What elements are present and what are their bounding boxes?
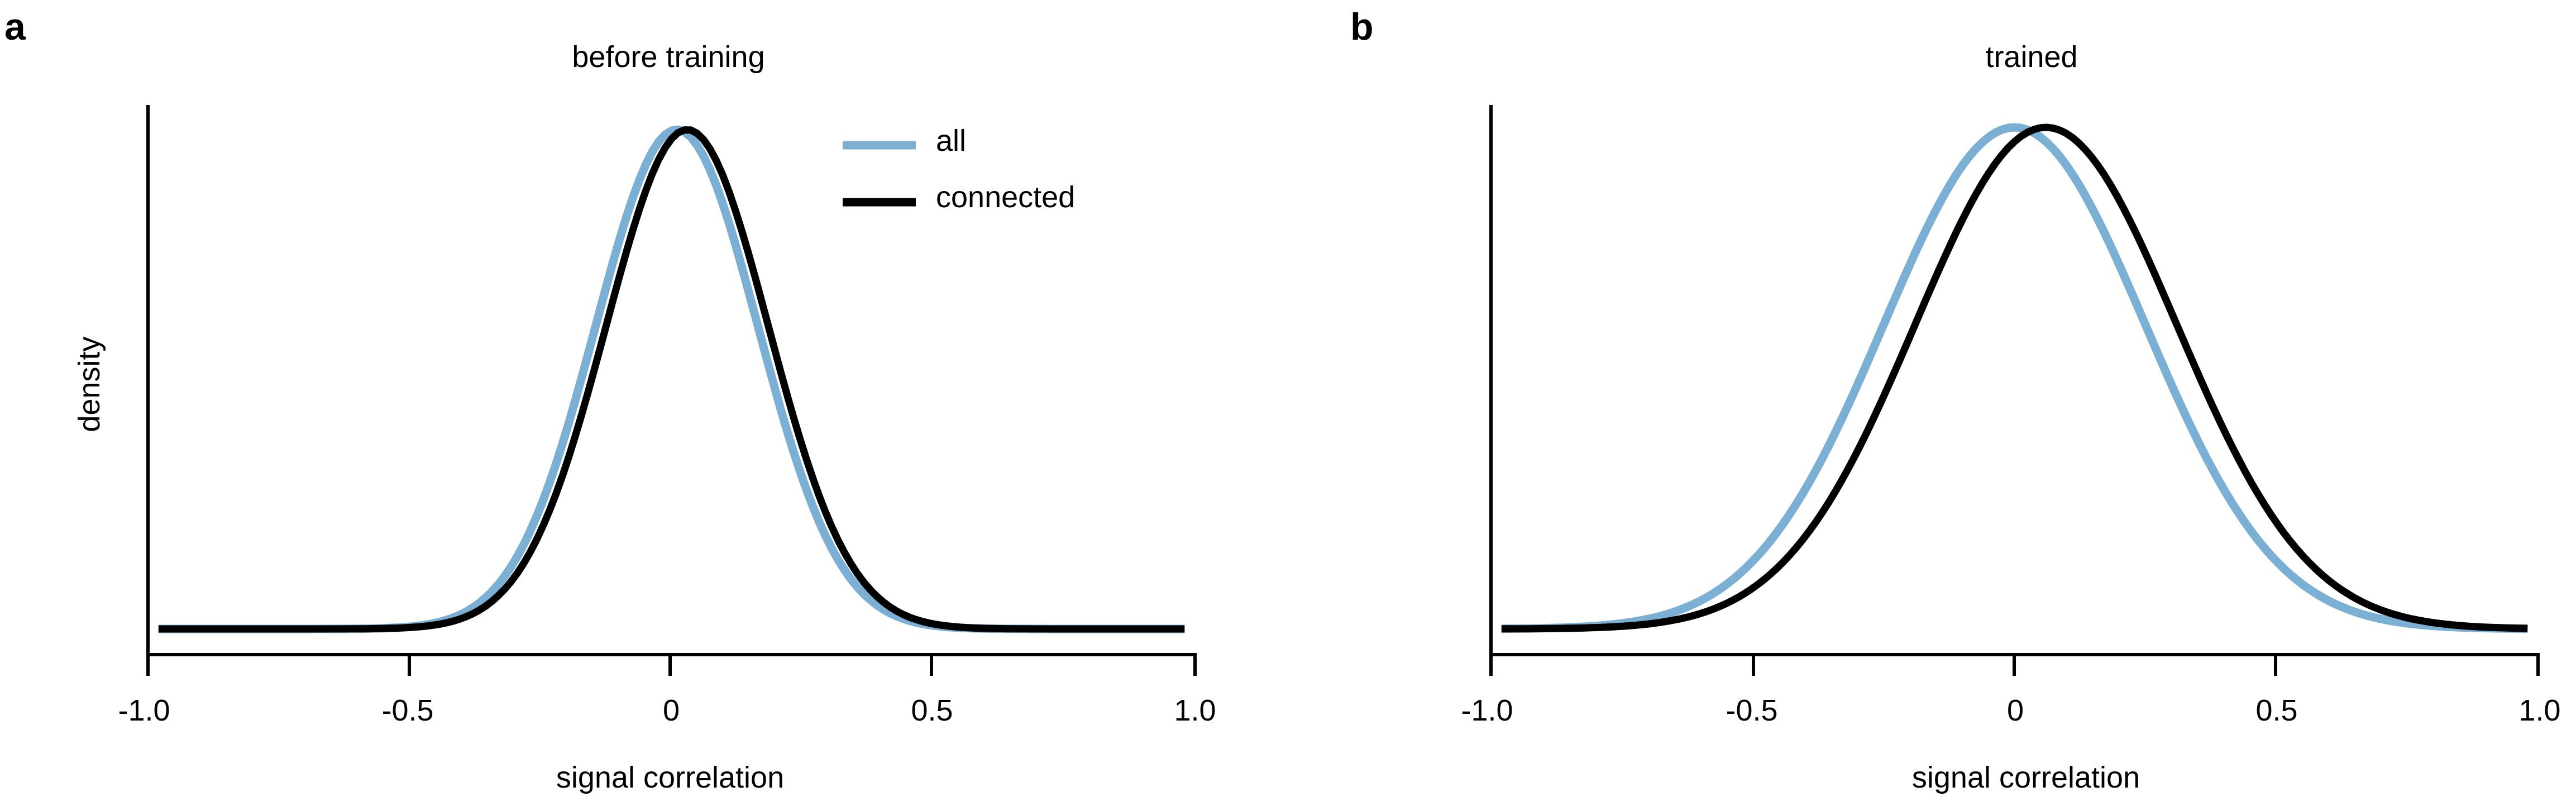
density-curve-all [158, 125, 1185, 633]
panel-a-xtick-label: 0.5 [911, 694, 953, 727]
panel-b-letter: b [1350, 6, 1374, 48]
panel-a-xtick-label: -0.5 [381, 694, 434, 727]
panel-b-xtick-label: 1.0 [2518, 694, 2561, 727]
legend-label-connected: connected [936, 180, 1076, 214]
panel-b-xtick-label: 0 [2006, 694, 2024, 727]
panel-a-xtick-label: 1.0 [1174, 694, 1216, 727]
density-curve-connected [158, 126, 1185, 633]
panel-b-xtick-label: -0.5 [1726, 694, 1778, 727]
panel-a-title: before training [572, 40, 765, 74]
density-curve-all [1501, 123, 2528, 633]
panel-a-axes [146, 105, 1197, 676]
panel-a-curves [158, 125, 1185, 633]
panel-a-xtick-label: -1.0 [118, 694, 170, 727]
panel-a-xtick-label: 0 [662, 694, 680, 727]
panel-a-letter: a [4, 6, 26, 48]
panel-b-curves [1501, 123, 2528, 633]
panel-b-xtick-label: 0.5 [2255, 694, 2298, 727]
panel-b-title: trained [1985, 40, 2078, 74]
panel-a-xlabel: signal correlation [556, 761, 785, 794]
legend-label-all: all [936, 124, 967, 158]
panel-b-xlabel: signal correlation [1911, 761, 2140, 794]
density-curve-connected [1501, 123, 2528, 633]
panel-b-xtick-label: -1.0 [1461, 694, 1513, 727]
panel-b-axes [1489, 105, 2540, 676]
